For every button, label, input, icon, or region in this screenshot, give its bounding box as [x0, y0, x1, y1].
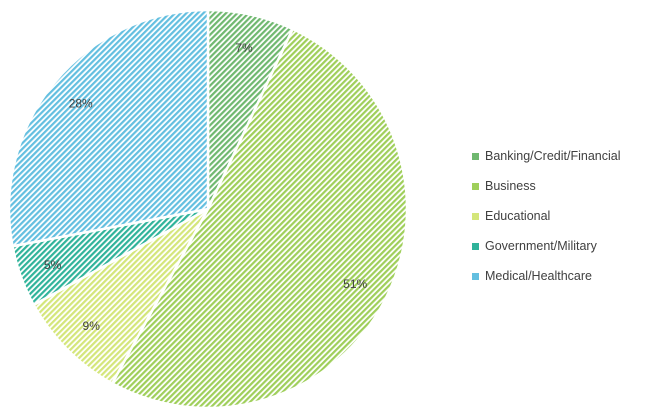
legend-item-banking-credit-financial: Banking/Credit/Financial [472, 141, 647, 171]
legend-label: Banking/Credit/Financial [485, 149, 621, 163]
legend-swatch [472, 182, 479, 190]
legend-label: Business [485, 179, 536, 193]
legend-label: Government/Military [485, 239, 597, 253]
legend-item-educational: Educational [472, 201, 647, 231]
legend-label: Medical/Healthcare [485, 269, 592, 283]
legend-swatch [472, 242, 479, 250]
data-label-educational: 9% [83, 319, 101, 333]
pie-slice-educational [31, 205, 212, 386]
legend-swatch [472, 272, 479, 280]
legend-item-medical-healthcare: Medical/Healthcare [472, 261, 647, 291]
pie-slice-medical-healthcare [7, 8, 210, 248]
legend-label: Educational [485, 209, 551, 223]
data-label-medical-healthcare: 28% [69, 97, 93, 111]
pie-slices [7, 8, 409, 410]
data-label-banking-credit-financial: 7% [235, 41, 253, 55]
chart-legend: Banking/Credit/Financial Business Educatio… [472, 141, 647, 291]
legend-swatch [472, 152, 479, 160]
data-label-government-military: 5% [44, 258, 62, 272]
pie-slice-business [110, 27, 409, 410]
legend-item-government-military: Government/Military [472, 231, 647, 261]
legend-swatch [472, 212, 479, 220]
legend-item-business: Business [472, 171, 647, 201]
pie-data-labels: 7% 51% 9% 5% 28% [44, 41, 368, 333]
data-label-business: 51% [343, 277, 367, 291]
